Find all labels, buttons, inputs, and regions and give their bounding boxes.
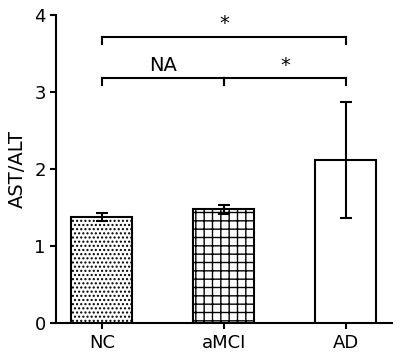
Bar: [194, 209, 254, 323]
Bar: [72, 217, 132, 323]
Y-axis label: AST/ALT: AST/ALT: [8, 130, 27, 208]
Text: *: *: [219, 14, 229, 33]
Text: *: *: [280, 55, 290, 75]
Text: NA: NA: [149, 55, 177, 75]
Bar: [316, 160, 376, 323]
